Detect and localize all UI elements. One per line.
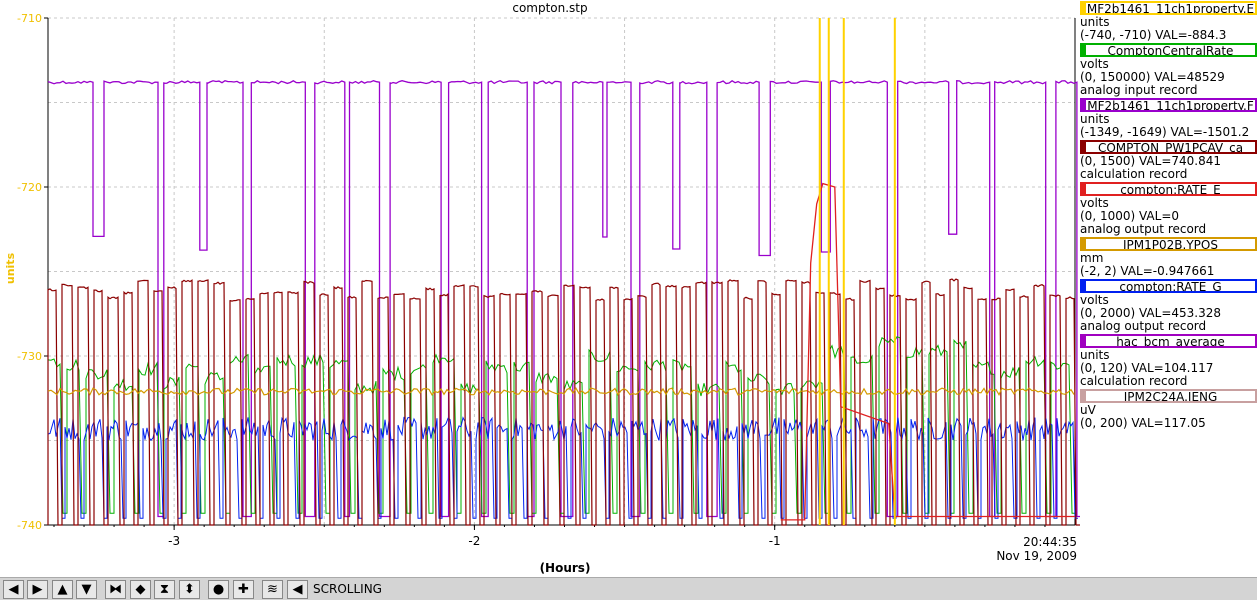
legend-entry-detail: units xyxy=(1080,15,1110,29)
x-tick-label: -1 xyxy=(769,534,781,548)
chart-title: compton.stp xyxy=(512,1,588,15)
legend-entry-detail: (0, 1500) VAL=740.841 xyxy=(1080,154,1221,168)
series-line-pw1pcav xyxy=(47,278,1080,526)
legend-entry-name[interactable]: hac_bcm_average xyxy=(1080,334,1257,348)
y-tick-label: -720 xyxy=(17,181,42,194)
legend-entry-detail: volts xyxy=(1080,57,1109,71)
legend-entry-detail: calculation record xyxy=(1080,374,1188,388)
series-line-compton-central-rate xyxy=(47,336,1076,514)
end-time: 20:44:35 xyxy=(1023,535,1077,549)
legend-entry-detail: analog output record xyxy=(1080,222,1207,236)
zoom-in-x-icon[interactable]: ⧓ xyxy=(105,580,126,599)
legend-entry-detail: calculation record xyxy=(1080,167,1188,181)
status-text: SCROLLING xyxy=(313,582,382,596)
legend-entry-name[interactable]: compton:RATE_E xyxy=(1080,182,1257,196)
legend-entry-detail: (-2, 2) VAL=-0.947661 xyxy=(1080,264,1215,278)
plot-area[interactable]: -710 -720 -730 -740 -3 -2 -1 xyxy=(0,0,1080,577)
legend-entry-name[interactable]: MF2b1461_11ch1property.F xyxy=(1080,98,1257,112)
legend-entry-detail: volts xyxy=(1080,293,1109,307)
x-tick-label: -3 xyxy=(168,534,180,548)
legend-entry-detail: volts xyxy=(1080,196,1109,210)
back-icon[interactable]: ◀ xyxy=(287,580,308,599)
legend-entry-name[interactable]: compton:RATE_G xyxy=(1080,279,1257,293)
zoom-in-y-icon[interactable]: ⧗ xyxy=(154,580,175,599)
legend-entry-name[interactable]: MF2b1461_11ch1property.E xyxy=(1080,1,1257,15)
pan-up-icon[interactable]: ▲ xyxy=(52,580,73,599)
series-line-mf-f xyxy=(47,79,1080,518)
crosshair-icon[interactable]: ✚ xyxy=(233,580,254,599)
legend-entry-detail: units xyxy=(1080,348,1110,362)
series-line-ypos xyxy=(47,387,1075,396)
legend-entry-detail: (0, 2000) VAL=453.328 xyxy=(1080,306,1221,320)
legend-entry-detail: (-1349, -1649) VAL=-1501.2 xyxy=(1080,125,1250,139)
legend-entry-detail: (0, 120) VAL=104.117 xyxy=(1080,361,1214,375)
legend-entry-detail: (0, 200) VAL=117.05 xyxy=(1080,416,1206,430)
legend-entry-detail: mm xyxy=(1080,251,1104,265)
legend-entry-detail: uV xyxy=(1080,403,1096,417)
y-tick-label: -740 xyxy=(17,519,42,532)
end-date: Nov 19, 2009 xyxy=(996,549,1077,563)
legend-entry-detail: (-740, -710) VAL=-884.3 xyxy=(1080,28,1227,42)
legend-entry-name[interactable]: COMPTON_PW1PCAV_ca xyxy=(1080,140,1257,154)
y-axis-label: units xyxy=(4,252,18,285)
x-axis-label: (Hours) xyxy=(539,561,591,575)
toolbar: ◀ ▶ ▲ ▼ ⧓ ◆ ⧗ ⬍ ● ✚ ≋ ◀ SCROLLING xyxy=(0,577,1257,600)
legend-entry-detail: analog input record xyxy=(1080,83,1198,97)
zoom-out-y-icon[interactable]: ⬍ xyxy=(179,580,200,599)
y-tick-label: -710 xyxy=(17,12,42,25)
legend-entry-name[interactable]: ComptonCentralRate xyxy=(1080,43,1257,57)
legend-entry-name[interactable]: IPM1P02B.YPOS xyxy=(1080,237,1257,251)
legend-entry-detail: (0, 1000) VAL=0 xyxy=(1080,209,1180,223)
x-tick-label: -2 xyxy=(468,534,480,548)
pan-down-icon[interactable]: ▼ xyxy=(76,580,97,599)
legend: MF2b1461_11ch1property.E units (-740, -710… xyxy=(1080,0,1257,430)
y-tick-label: -730 xyxy=(17,350,42,363)
autoscale-icon[interactable]: ● xyxy=(208,580,229,599)
legend-entry-detail: units xyxy=(1080,112,1110,126)
legend-entry-detail: (0, 150000) VAL=48529 xyxy=(1080,70,1225,84)
legend-entry-detail: analog output record xyxy=(1080,319,1207,333)
legend-entry-name[interactable]: IPM2C24A.IENG xyxy=(1080,389,1257,403)
pan-left-icon[interactable]: ◀ xyxy=(3,580,24,599)
pan-right-icon[interactable]: ▶ xyxy=(27,580,48,599)
scroll-icon[interactable]: ≋ xyxy=(262,580,283,599)
zoom-out-x-icon[interactable]: ◆ xyxy=(130,580,151,599)
